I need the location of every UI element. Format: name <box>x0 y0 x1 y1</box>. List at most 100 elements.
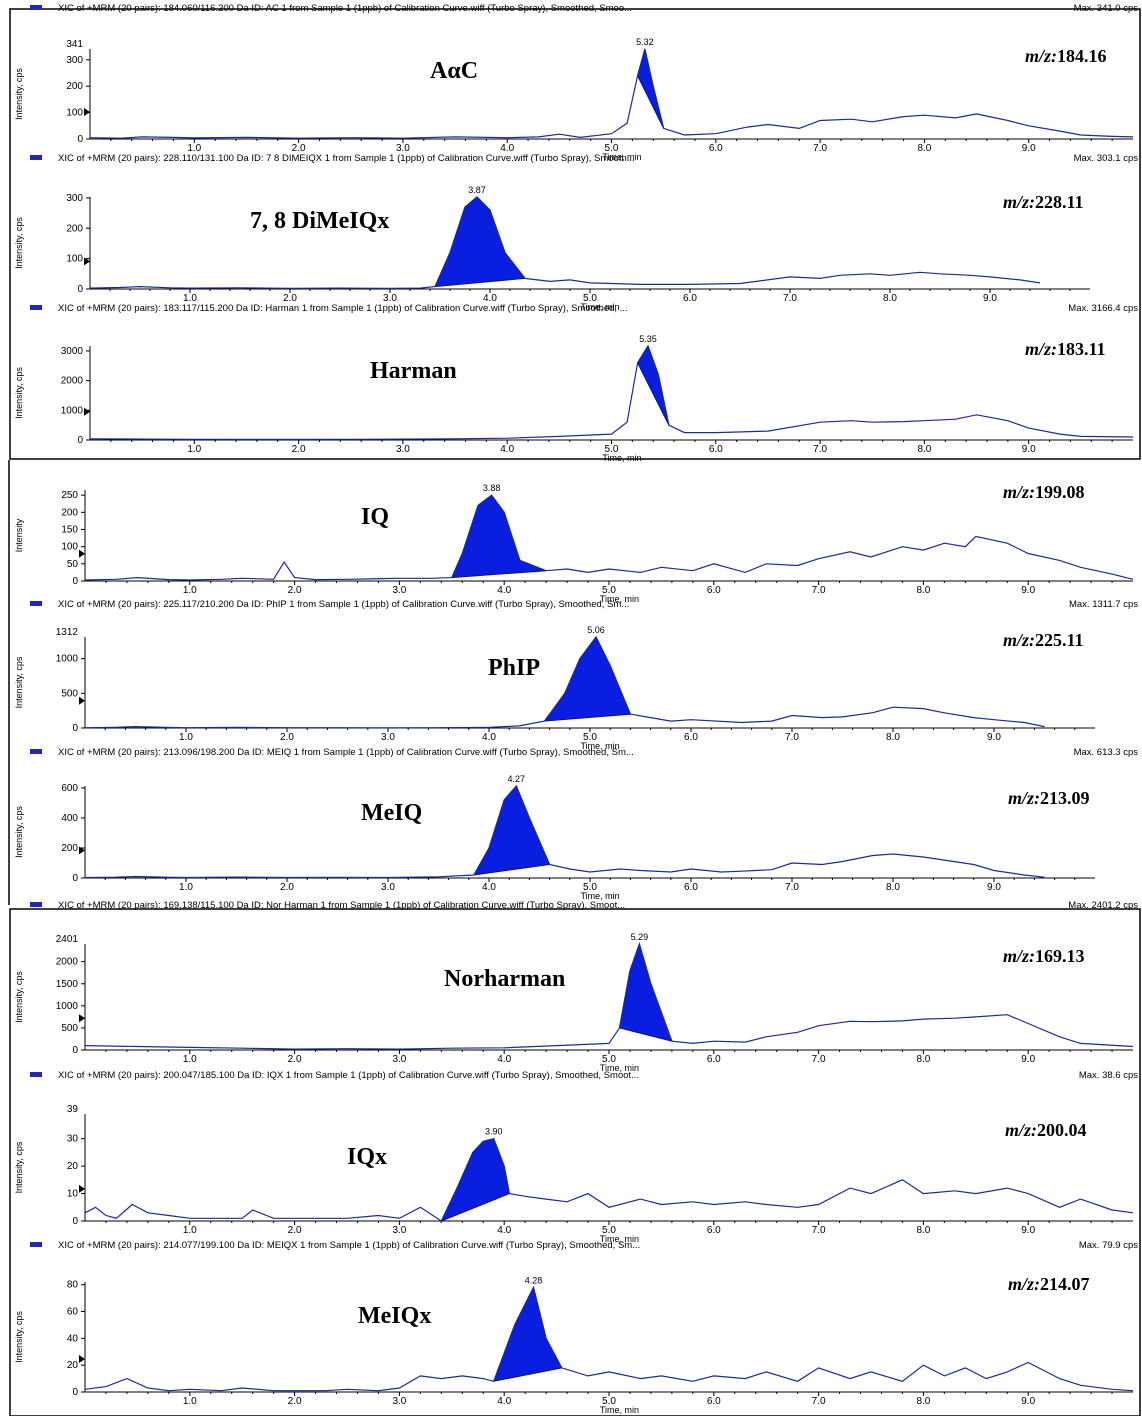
x-axis-label: Time, min <box>581 741 620 751</box>
y-axis-label: Intensity <box>14 518 24 552</box>
peak-label: 3.87 <box>468 185 486 195</box>
x-tick-label: 2.0 <box>288 1225 302 1236</box>
panel-header: XIC of +MRM (20 pairs): 214.077/199.100 … <box>58 1240 640 1251</box>
x-tick-label: 1.0 <box>187 143 201 154</box>
x-tick-label: 8.0 <box>916 1396 930 1407</box>
x-tick-label: 6.0 <box>707 1054 721 1065</box>
chromatogram-panel-1: XIC of +MRM (20 pairs): 184.060/116.200 … <box>14 3 1138 162</box>
y-tick-label: 0 <box>72 1387 78 1398</box>
y-tick-label: 400 <box>61 813 78 824</box>
max-label: Max. 1311.7 cps <box>1069 599 1138 610</box>
x-tick-label: 3.0 <box>381 882 395 893</box>
compound-name: PhIP <box>488 655 540 681</box>
x-tick-label: 7.0 <box>812 1396 826 1407</box>
mz-prefix: m/z: <box>1025 46 1057 66</box>
y-tick-label: 100 <box>66 108 83 119</box>
y-tick-label: 60 <box>67 1307 79 1318</box>
chromatogram-trace <box>84 784 1045 879</box>
chromatogram-trace <box>89 196 1041 290</box>
x-tick-label: 1.0 <box>179 882 193 893</box>
x-tick-label: 6.0 <box>684 882 698 893</box>
threshold-arrow-icon <box>79 1014 85 1023</box>
series-marker <box>30 1072 42 1077</box>
peak-label: 4.28 <box>525 1275 543 1285</box>
x-tick-label: 5.0 <box>602 1396 616 1407</box>
mz-prefix: m/z: <box>1003 482 1035 502</box>
y-tick-label: 1000 <box>56 1001 79 1012</box>
x-tick-label: 1.0 <box>183 293 197 304</box>
y-max-label: 39 <box>67 1104 79 1115</box>
compound-name: 7, 8 DiMeIQx <box>250 208 389 234</box>
y-tick-label: 200 <box>61 843 78 854</box>
chromatogram-panel-7: XIC of +MRM (20 pairs): 169.138/115.100 … <box>14 900 1138 1073</box>
x-tick-label: 3.0 <box>396 444 410 455</box>
mz-label: m/z:214.07 <box>1008 1274 1090 1294</box>
y-tick-label: 20 <box>67 1360 79 1371</box>
mz-prefix: m/z: <box>1003 946 1035 966</box>
y-axis-label: Intensity, cps <box>14 68 24 120</box>
x-axis-label: Time, min <box>600 1234 639 1244</box>
threshold-arrow-icon <box>84 407 90 416</box>
x-tick-label: 7.0 <box>783 293 797 304</box>
x-tick-label: 4.0 <box>500 444 514 455</box>
chromatogram-trace <box>84 1285 1134 1392</box>
x-tick-label: 2.0 <box>283 293 297 304</box>
x-tick-label: 6.0 <box>709 143 723 154</box>
y-tick-label: 600 <box>61 783 78 794</box>
x-tick-label: 1.0 <box>183 1225 197 1236</box>
x-tick-label: 8.0 <box>883 293 897 304</box>
x-axis-label: Time, min <box>581 891 620 901</box>
x-tick-label: 2.0 <box>280 732 294 743</box>
peak-label: 3.90 <box>485 1127 503 1137</box>
x-tick-label: 6.0 <box>707 1396 721 1407</box>
x-tick-label: 6.0 <box>707 585 721 596</box>
x-tick-label: 6.0 <box>683 293 697 304</box>
group-frame-0 <box>9 8 1141 460</box>
peak-label: 5.35 <box>639 334 657 344</box>
x-tick-label: 9.0 <box>983 293 997 304</box>
peak-area <box>492 1285 563 1382</box>
mz-label: m/z:199.08 <box>1003 482 1085 502</box>
x-axis-label: Time, min <box>600 594 639 604</box>
x-tick-label: 4.0 <box>482 732 496 743</box>
panel-header: XIC of +MRM (20 pairs): 225.117/210.200 … <box>58 599 629 610</box>
mz-prefix: m/z: <box>1008 788 1040 808</box>
x-tick-label: 1.0 <box>183 585 197 596</box>
y-tick-label: 1000 <box>61 405 84 416</box>
panel-header: XIC of +MRM (20 pairs): 200.047/185.100 … <box>58 1070 639 1081</box>
max-label: Max. 3166.4 cps <box>1068 303 1138 314</box>
y-tick-label: 200 <box>61 507 78 518</box>
y-tick-label: 100 <box>66 254 83 265</box>
x-tick-label: 3.0 <box>383 293 397 304</box>
x-tick-label: 2.0 <box>288 1396 302 1407</box>
x-tick-label: 4.0 <box>497 1054 511 1065</box>
peak-area <box>618 942 673 1042</box>
panel-header: XIC of +MRM (20 pairs): 184.060/116.200 … <box>58 3 632 14</box>
chromatogram-trace <box>89 344 1134 440</box>
x-tick-label: 9.0 <box>1022 143 1036 154</box>
y-tick-label: 500 <box>61 688 78 699</box>
max-label: Max. 613.3 cps <box>1074 747 1139 758</box>
mz-value: 228.11 <box>1035 192 1084 212</box>
x-tick-label: 4.0 <box>497 1225 511 1236</box>
mz-value: 183.11 <box>1057 339 1106 359</box>
x-tick-label: 3.0 <box>392 1054 406 1065</box>
x-tick-label: 1.0 <box>187 444 201 455</box>
series-marker <box>30 305 42 310</box>
mz-prefix: m/z: <box>1008 1274 1040 1294</box>
max-label: Max. 79.9 cps <box>1079 1240 1138 1251</box>
series-marker <box>30 5 42 10</box>
x-tick-label: 4.0 <box>483 293 497 304</box>
y-tick-label: 100 <box>61 542 78 553</box>
x-tick-label: 9.0 <box>987 732 1001 743</box>
chromatogram-trace <box>89 48 1134 139</box>
mz-value: 184.16 <box>1057 46 1107 66</box>
peak-area <box>637 344 670 426</box>
chromatogram-panel-2: XIC of +MRM (20 pairs): 228.110/131.100 … <box>14 153 1138 312</box>
x-tick-label: 4.0 <box>497 1396 511 1407</box>
y-tick-label: 20 <box>67 1161 79 1172</box>
x-tick-label: 7.0 <box>813 444 827 455</box>
mz-value: 225.11 <box>1035 630 1084 650</box>
